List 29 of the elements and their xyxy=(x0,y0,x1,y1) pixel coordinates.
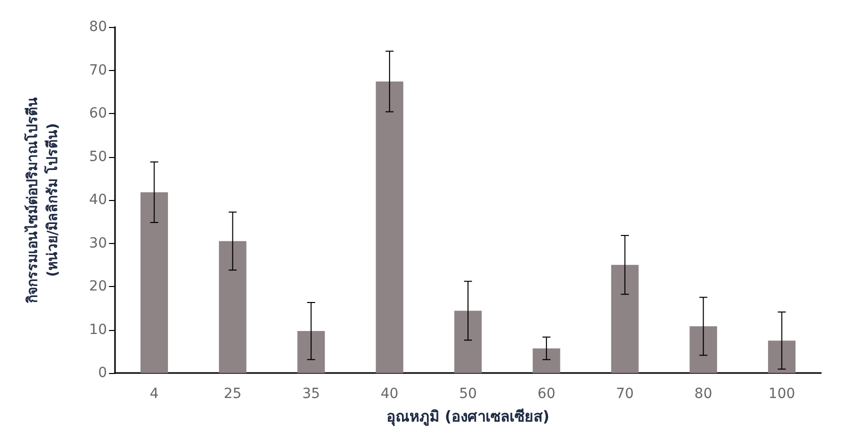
x-tick-label: 35 xyxy=(302,386,320,402)
bar xyxy=(140,192,168,373)
x-tick-label: 100 xyxy=(768,386,796,402)
y-tick-label: 70 xyxy=(89,62,107,78)
x-tick-label: 4 xyxy=(150,386,159,402)
bar xyxy=(454,310,482,373)
bar xyxy=(532,348,560,373)
bar xyxy=(768,340,796,373)
x-tick-label: 80 xyxy=(694,386,712,402)
bar xyxy=(611,264,639,373)
y-tick-label: 60 xyxy=(89,106,107,122)
bar xyxy=(376,81,404,373)
bar xyxy=(218,241,246,373)
y-tick-label: 50 xyxy=(89,148,107,165)
x-tick-label: 70 xyxy=(616,386,634,402)
x-tick-label: 25 xyxy=(224,386,242,402)
y-tick-label: 0 xyxy=(98,365,107,381)
y-tick-label: 10 xyxy=(89,322,107,338)
y-tick-label: 20 xyxy=(89,278,107,294)
x-axis-title: อุณหภูมิ (องศาเซลเซียส) xyxy=(386,408,550,426)
y-tick-label: 40 xyxy=(89,192,107,208)
x-tick-label: 40 xyxy=(380,386,398,402)
y-axis-title: กิจกรรมเอนไซม์ต่อปริมาณโปรตีน (หน่วย/มิลลิกรัม โปรตีน) xyxy=(23,97,61,304)
y-tick-label: 80 xyxy=(89,19,107,35)
x-tick-label: 50 xyxy=(459,386,477,402)
y-tick-label: 30 xyxy=(89,235,107,252)
bar xyxy=(690,326,718,373)
x-tick-label: 60 xyxy=(538,386,556,402)
bar xyxy=(297,331,325,373)
